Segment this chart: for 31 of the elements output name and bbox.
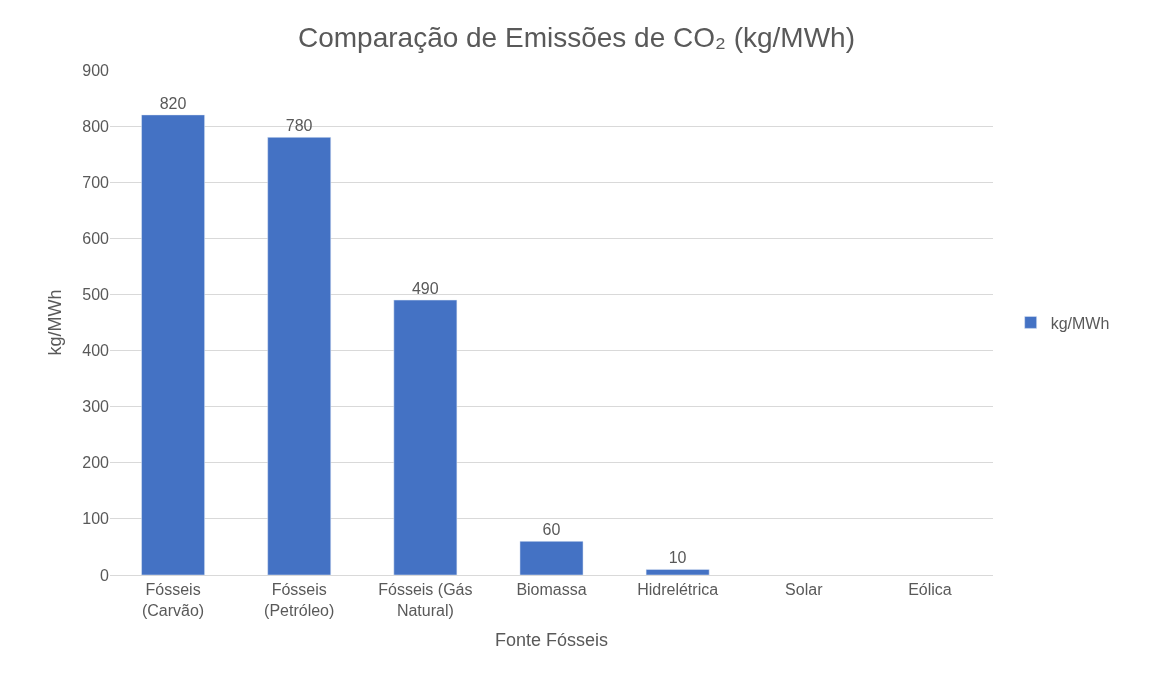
chart-title: Comparação de Emissões de CO₂ (kg/MWh): [297, 21, 856, 53]
x-tick-label: Fósseis (Carvão): [141, 581, 205, 619]
y-tick-label: 500: [82, 286, 110, 304]
data-label: 490: [411, 280, 439, 298]
y-tick-label: 300: [82, 398, 110, 416]
y-tick-label: 400: [82, 342, 110, 360]
y-tick-label: 100: [82, 510, 110, 528]
x-tick-label: Biomassa: [516, 581, 587, 599]
x-tick-label: Fósseis (Gás Natural): [378, 581, 473, 619]
data-label: 780: [285, 117, 313, 135]
x-axis-title: Fonte Fósseis: [494, 630, 609, 651]
bar: [393, 299, 458, 575]
x-tick-label: Fósseis (Petróleo): [264, 581, 335, 619]
bar: [141, 114, 205, 575]
bar: [645, 569, 710, 575]
x-tick-label: Eólica: [908, 581, 952, 599]
y-tick-label: 700: [82, 173, 110, 191]
data-label: 10: [668, 549, 687, 567]
y-tick-label: 800: [82, 117, 110, 135]
x-tick-label: Hidrelétrica: [637, 581, 719, 599]
bar: [519, 541, 584, 575]
x-tick-label: Solar: [785, 581, 824, 599]
y-axis-title: kg/MWh: [45, 289, 66, 356]
data-label: 60: [542, 521, 561, 539]
y-tick-label: 600: [82, 229, 110, 247]
legend-label: kg/MWh: [1050, 314, 1110, 332]
data-label: 820: [159, 94, 187, 112]
y-tick-label: 200: [82, 454, 110, 472]
bar: [267, 137, 331, 575]
y-tick-label: 900: [82, 61, 110, 79]
y-tick-label: 0: [100, 566, 110, 584]
